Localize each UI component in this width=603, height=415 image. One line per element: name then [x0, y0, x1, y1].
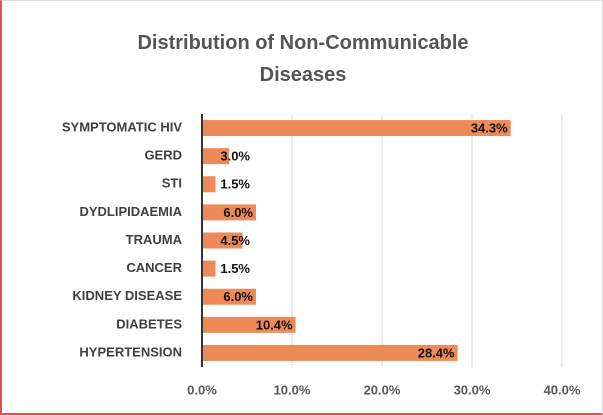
bar: [202, 120, 511, 137]
y-tick-label: TRAUMA: [126, 232, 183, 247]
y-tick-label: CANCER: [126, 260, 182, 275]
value-label: 4.5%: [220, 233, 250, 248]
bar: [202, 204, 256, 221]
y-tick-label: DIABETES: [116, 316, 182, 331]
value-label: 6.0%: [223, 289, 253, 304]
x-tick-label: 40.0%: [544, 382, 581, 397]
bar: [202, 232, 243, 249]
y-tick-label: KIDNEY DISEASE: [72, 288, 182, 303]
y-tick-label: GERD: [144, 148, 182, 163]
x-tick-label: 20.0%: [364, 382, 401, 397]
value-label: 28.4%: [418, 345, 455, 360]
value-label: 1.5%: [220, 177, 250, 192]
y-tick-label: HYPERTENSION: [79, 344, 182, 359]
x-tick-label: 30.0%: [454, 382, 491, 397]
y-tick-label: SYMPTOMATIC HIV: [62, 119, 182, 134]
value-label: 34.3%: [471, 120, 508, 135]
value-label: 6.0%: [223, 205, 253, 220]
bar: [202, 148, 229, 165]
value-label: 10.4%: [256, 317, 293, 332]
x-tick-label: 0.0%: [187, 382, 217, 397]
chart-title: Distribution of Non-Communicable Disease…: [137, 32, 469, 86]
x-tick-label: 10.0%: [274, 382, 311, 397]
value-label: 1.5%: [220, 261, 250, 276]
value-label: 3.0%: [220, 149, 250, 164]
bar: [202, 260, 216, 277]
bar: [202, 288, 256, 305]
bar: [202, 316, 296, 333]
y-tick-label: STI: [162, 176, 182, 191]
bar: [202, 344, 458, 361]
bar: [202, 176, 216, 193]
y-tick-label: DYDLIPIDAEMIA: [79, 204, 182, 219]
